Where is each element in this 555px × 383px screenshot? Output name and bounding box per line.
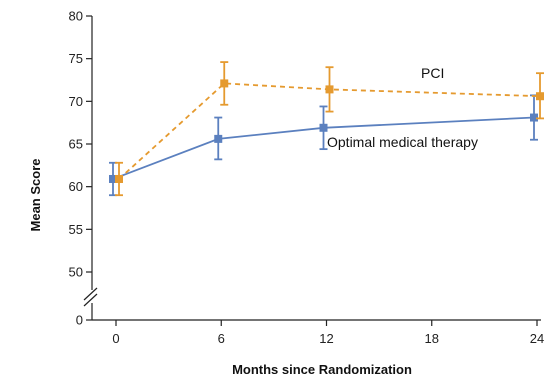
x-tick-label: 12	[319, 331, 333, 346]
x-tick-label: 18	[425, 331, 439, 346]
data-point-marker	[214, 134, 223, 143]
data-point-marker	[530, 113, 538, 122]
series-pci	[115, 61, 544, 197]
y-tick-label: 60	[69, 179, 83, 194]
axes: 0 50 55 60 65 70 75 80 0 6 12 18 24	[69, 9, 545, 347]
x-tick-label: 0	[112, 331, 119, 346]
series-label-pci: PCI	[421, 65, 444, 81]
x-axis-title: Months since Randomization	[232, 362, 412, 377]
y-tick-label: 55	[69, 222, 83, 237]
data-point-marker	[109, 174, 117, 183]
data-point-marker	[319, 123, 328, 132]
y-axis-break-mark	[83, 287, 98, 301]
y-tick-label: 70	[69, 94, 83, 109]
data-point-marker	[220, 79, 229, 88]
series-optimal-medical-therapy	[109, 94, 538, 197]
series-layer	[109, 61, 544, 197]
y-tick-label: 50	[69, 265, 83, 280]
y-tick-label: 75	[69, 51, 83, 66]
y-axis-title: Mean Score	[28, 159, 43, 232]
data-point-marker	[325, 85, 334, 94]
x-tick-label: 6	[218, 331, 225, 346]
series-line	[112, 116, 535, 180]
series-line	[118, 82, 541, 180]
y-axis-break-mark	[83, 293, 98, 307]
y-tick-label: 80	[69, 9, 83, 24]
series-label-optimal-medical-therapy: Optimal medical therapy	[327, 134, 478, 150]
data-point-marker	[536, 92, 544, 101]
data-point-marker	[115, 174, 123, 183]
y-tick-label: 65	[69, 137, 83, 152]
y-tick-label: 0	[76, 313, 83, 328]
x-tick-label: 24	[530, 331, 544, 346]
